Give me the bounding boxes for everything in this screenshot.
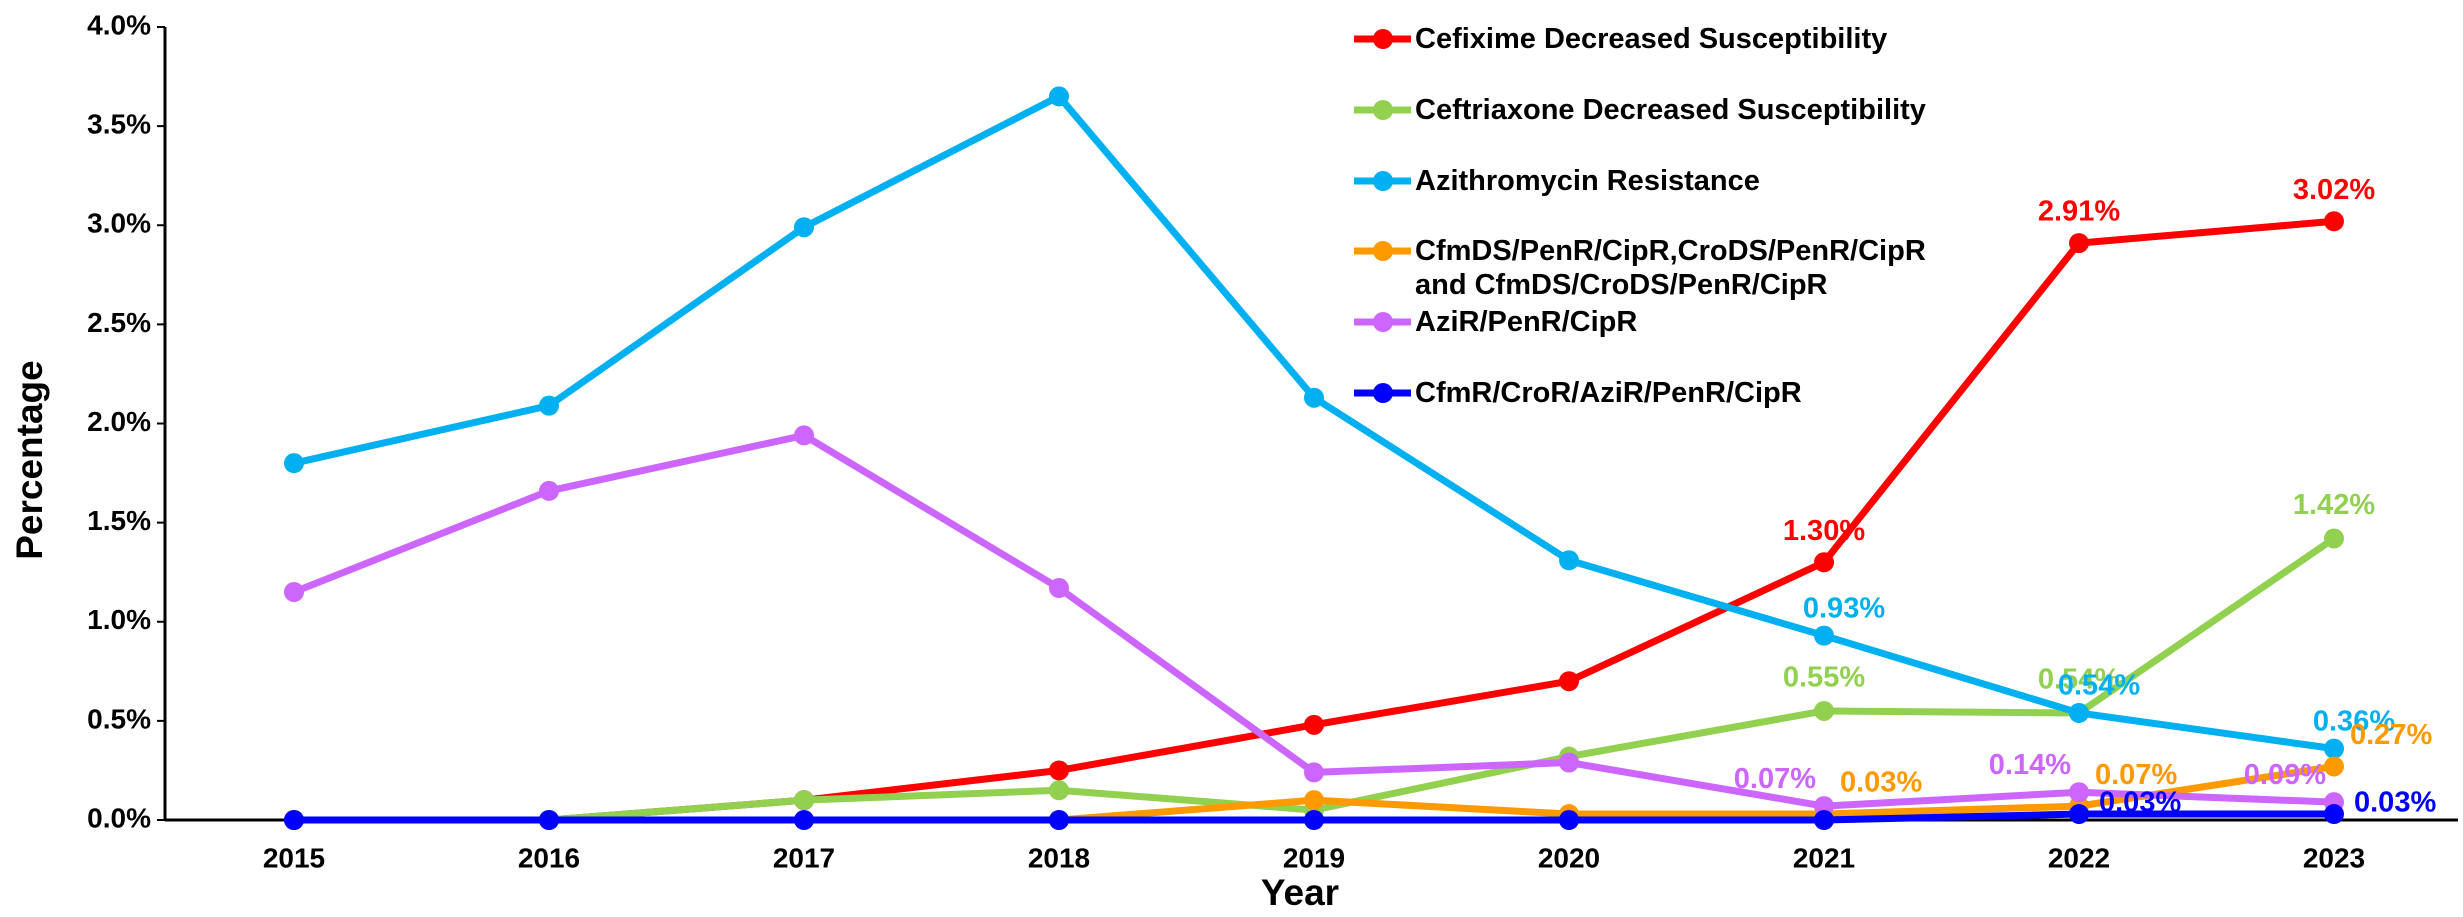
x-axis-title: Year [1261, 872, 1339, 913]
data-label: 0.09% [2244, 759, 2326, 791]
data-point [1559, 671, 1579, 692]
legend-label: CfmDS/PenR/CipR,CroDS/PenR/CipR and CfmD… [1415, 235, 1926, 301]
data-label: 0.36% [2313, 705, 2395, 737]
data-point [1814, 700, 1834, 721]
x-tick-label: 2020 [1538, 842, 1600, 873]
data-label: 0.54% [2058, 670, 2140, 702]
legend-marker [1373, 312, 1393, 332]
data-point [2324, 211, 2344, 232]
legend-marker [1373, 29, 1393, 49]
x-tick-label: 2021 [1793, 842, 1855, 873]
data-point [539, 810, 559, 830]
data-point [1304, 387, 1324, 408]
x-tick-label: 2018 [1028, 842, 1090, 873]
data-label: 0.93% [1803, 592, 1885, 624]
data-label: 0.03% [2099, 787, 2181, 819]
y-tick-label: 2.5% [87, 307, 151, 338]
data-point [2324, 738, 2344, 759]
data-point [1559, 752, 1579, 773]
data-label: 0.07% [1734, 763, 1816, 795]
series-line [293, 92, 2335, 753]
data-label: 0.07% [2095, 759, 2177, 791]
x-tick-label: 2015 [263, 842, 325, 873]
data-point [794, 217, 814, 238]
data-point [1814, 625, 1834, 646]
x-tick-label: 2023 [2303, 842, 2365, 873]
data-point [284, 810, 304, 830]
data-point [1049, 810, 1069, 830]
data-point [1049, 760, 1069, 781]
data-point [2324, 528, 2344, 549]
series-line [1058, 763, 2335, 824]
x-tick-label: 2016 [518, 842, 580, 873]
legend-label: CfmR/CroR/AziR/PenR/CipR [1415, 377, 1802, 409]
data-label: 0.03% [1840, 767, 1922, 799]
legend-label: Ceftriaxone Decreased Susceptibility [1415, 94, 1926, 126]
data-point [1049, 578, 1069, 599]
data-label: 0.55% [1783, 662, 1865, 694]
data-point [2324, 756, 2344, 777]
data-point [1049, 780, 1069, 801]
data-point [794, 810, 814, 830]
y-tick-label: 2.0% [87, 406, 151, 437]
data-point [1304, 790, 1324, 811]
data-point [1814, 552, 1834, 573]
data-point [794, 425, 814, 446]
y-tick-label: 3.0% [87, 208, 151, 239]
data-point [2069, 804, 2089, 825]
data-label: 0.27% [2350, 719, 2432, 751]
x-tick-label: 2017 [773, 842, 835, 873]
y-tick-label: 0.5% [87, 703, 151, 734]
legend-marker [1373, 241, 1393, 261]
legend-marker [1373, 100, 1393, 120]
data-point [794, 790, 814, 811]
data-point [1049, 86, 1069, 107]
y-tick-label: 4.0% [87, 9, 151, 40]
data-point [539, 395, 559, 416]
y-tick-label: 1.5% [87, 505, 151, 536]
data-point [2069, 233, 2089, 254]
data-point [2069, 702, 2089, 723]
data-label: 3.02% [2293, 174, 2375, 206]
legend-marker [1373, 171, 1393, 191]
data-point [539, 480, 559, 501]
data-point [1559, 550, 1579, 571]
data-point [1559, 810, 1579, 830]
data-point [1304, 762, 1324, 783]
data-point [1814, 796, 1834, 817]
data-point [284, 453, 304, 474]
data-point [1304, 810, 1324, 830]
data-label: 2.91% [2038, 196, 2120, 228]
y-tick-label: 0.0% [87, 802, 151, 833]
data-label: 0.03% [2354, 787, 2436, 819]
data-point [1814, 810, 1834, 830]
data-label: 0.14% [1989, 749, 2071, 781]
x-tick-label: 2019 [1283, 842, 1345, 873]
data-label: 1.30% [1783, 515, 1865, 547]
data-point [284, 582, 304, 603]
data-point [2324, 804, 2344, 825]
data-point [2069, 782, 2089, 803]
y-tick-label: 3.5% [87, 109, 151, 140]
y-axis-title: Percentage [9, 360, 50, 560]
legend-marker [1373, 383, 1393, 403]
data-label: 1.42% [2293, 489, 2375, 521]
data-point [1304, 714, 1324, 735]
data-label: 0.54% [2038, 664, 2120, 696]
legend-label: Cefixime Decreased Susceptibility [1415, 23, 1888, 55]
legend-label: Azithromycin Resistance [1415, 165, 1760, 197]
x-tick-label: 2022 [2048, 842, 2110, 873]
legend-label: AziR/PenR/CipR [1415, 306, 1638, 338]
y-tick-label: 1.0% [87, 604, 151, 635]
